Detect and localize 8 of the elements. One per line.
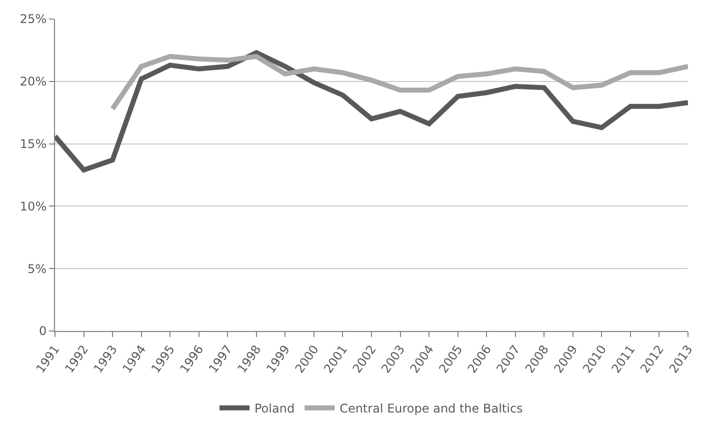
- y-tick-label: 15%: [20, 137, 47, 151]
- legend-label: Poland: [254, 402, 295, 416]
- y-tick-label: 10%: [20, 199, 47, 214]
- y-tick-label: 25%: [20, 12, 47, 26]
- legend-label: Central Europe and the Baltics: [340, 402, 523, 416]
- y-tick-label: 5%: [28, 262, 47, 276]
- y-tick-label: 0: [38, 324, 47, 338]
- y-tick-label: 20%: [20, 74, 47, 89]
